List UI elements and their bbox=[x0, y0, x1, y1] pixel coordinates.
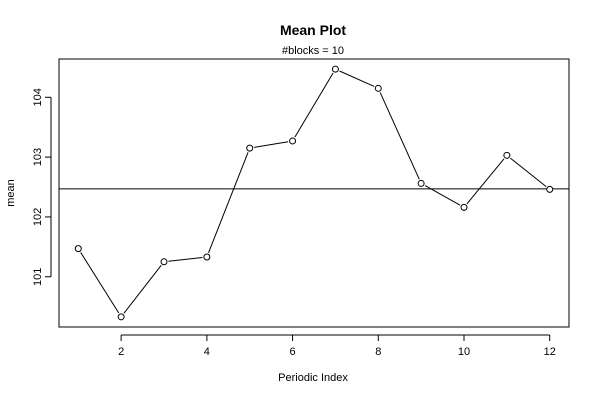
data-point-6 bbox=[289, 137, 297, 145]
data-point-4 bbox=[203, 253, 211, 261]
x-tick-label-12: 12 bbox=[544, 346, 556, 358]
y-axis: 101 102 103 104 bbox=[32, 88, 52, 286]
series-segment-11 bbox=[510, 157, 547, 188]
series-segment-7 bbox=[339, 70, 375, 87]
data-point-1 bbox=[74, 245, 82, 253]
series-segment-1 bbox=[80, 252, 120, 314]
data-point-9 bbox=[417, 179, 425, 187]
series-segment-10 bbox=[466, 158, 505, 205]
plot-frame bbox=[58, 58, 570, 328]
chart-subtitle: #blocks = 10 bbox=[282, 45, 344, 57]
data-point-3 bbox=[160, 258, 168, 266]
data-point-11 bbox=[503, 151, 511, 159]
x-tick-label-2: 2 bbox=[118, 346, 124, 358]
data-point-12 bbox=[546, 185, 554, 193]
y-tick-label-102: 102 bbox=[32, 208, 44, 226]
y-axis-label: mean bbox=[5, 179, 17, 207]
x-tick-label-4: 4 bbox=[204, 346, 210, 358]
series-segment-2 bbox=[123, 265, 162, 314]
y-tick-label-101: 101 bbox=[32, 268, 44, 286]
data-point-7 bbox=[331, 65, 339, 73]
series-segment-6 bbox=[294, 72, 334, 138]
data-point-5 bbox=[246, 144, 254, 152]
y-tick-label-103: 103 bbox=[32, 148, 44, 166]
data-point-8 bbox=[374, 84, 382, 92]
x-axis-label: Periodic Index bbox=[278, 372, 348, 384]
data-point-10 bbox=[460, 203, 468, 211]
x-tick-label-6: 6 bbox=[290, 346, 296, 358]
data-point-2 bbox=[117, 313, 125, 321]
y-tick-label-104: 104 bbox=[32, 88, 44, 106]
series-segment-3 bbox=[168, 257, 203, 262]
series-segment-8 bbox=[379, 92, 420, 180]
series-segment-5 bbox=[254, 141, 289, 148]
chart-title: Mean Plot bbox=[280, 22, 346, 38]
x-axis: 2 4 6 8 10 12 bbox=[118, 334, 556, 358]
series-segment-4 bbox=[208, 152, 249, 254]
x-tick-label-10: 10 bbox=[458, 346, 470, 358]
x-tick-label-8: 8 bbox=[375, 346, 381, 358]
series-group bbox=[74, 65, 554, 321]
series-segment-9 bbox=[424, 185, 461, 206]
